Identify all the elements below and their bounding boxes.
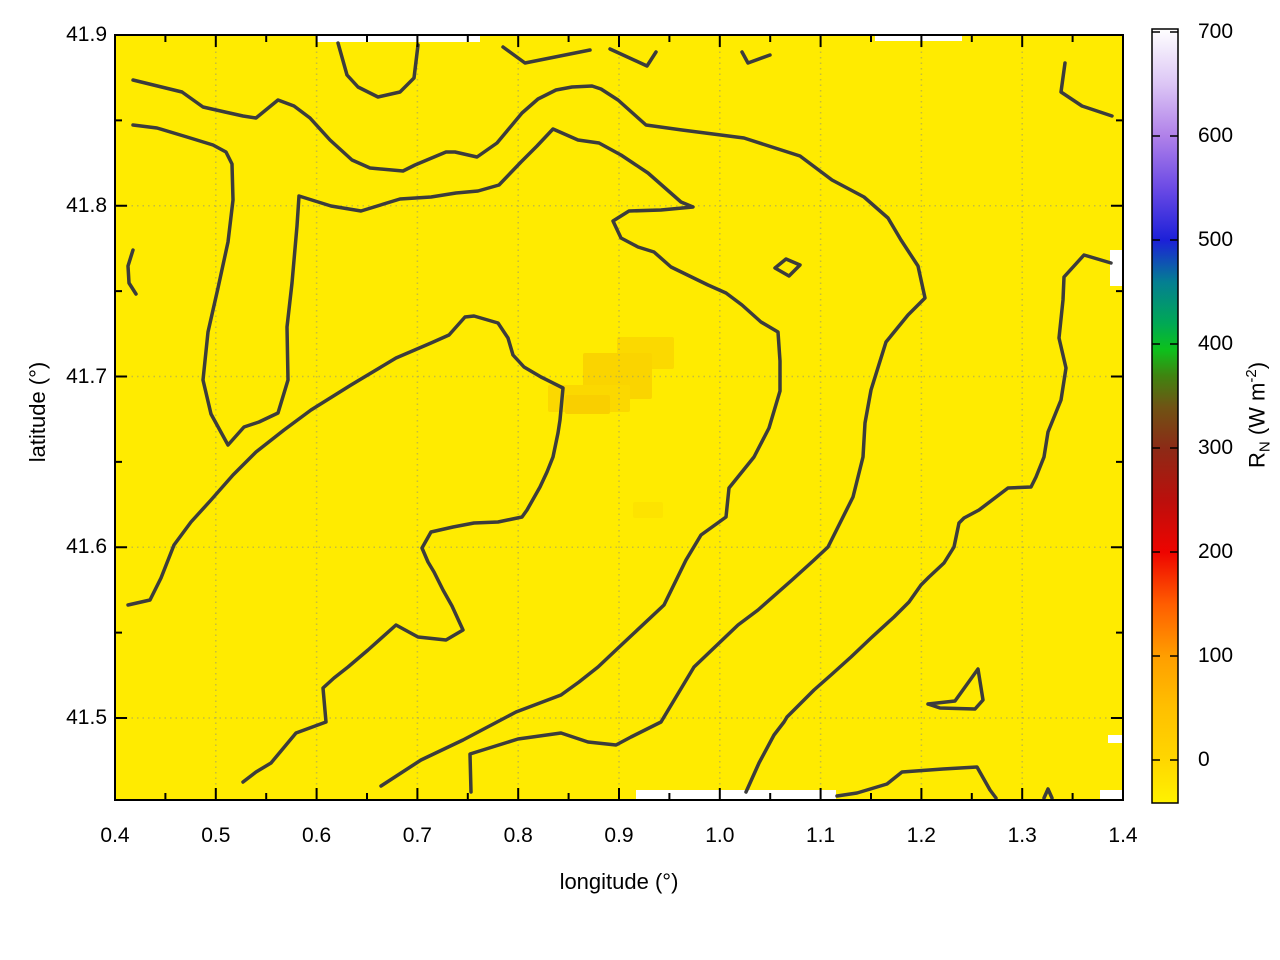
x-axis-title: longitude (°)	[559, 869, 679, 894]
x-tick-label: 1.0	[705, 824, 735, 847]
x-tick-label: 0.9	[604, 824, 634, 847]
colorbar-border	[1151, 28, 1179, 804]
x-tick-label: 1.1	[805, 824, 836, 847]
heatmap-data-gap	[875, 36, 962, 41]
contour-line	[1042, 787, 1054, 800]
x-tick-label: 0.6	[301, 824, 332, 847]
x-tick-label: 1.3	[1007, 824, 1037, 847]
contour-line	[126, 248, 138, 296]
heatmap-warm-patch	[565, 395, 610, 414]
colorbar-tick-label: 400	[1198, 332, 1234, 355]
contour-line	[501, 45, 592, 65]
colorbar-title-sup: -2	[1243, 369, 1260, 383]
y-tick-label: 41.6	[66, 535, 107, 559]
heatmap-data-gap	[636, 790, 836, 799]
contour-line	[773, 257, 802, 278]
colorbar-tick-label: 500	[1198, 228, 1234, 251]
y-tick-label: 41.7	[66, 364, 107, 388]
colorbar-tick-label: 300	[1198, 436, 1234, 459]
contour-line	[926, 667, 985, 711]
contour-line	[835, 765, 998, 800]
colorbar-tick-label: 100	[1198, 644, 1234, 667]
y-tick-label: 41.5	[66, 706, 107, 729]
colorbar-title-end: )	[1244, 361, 1270, 370]
contour-line	[740, 50, 772, 65]
x-tick-label: 0.4	[100, 824, 130, 847]
colorbar-title-mid: (W m	[1244, 382, 1270, 442]
contour-line	[131, 78, 927, 794]
contour-line	[336, 41, 420, 99]
contour-line	[1059, 61, 1114, 118]
contour-line	[131, 123, 782, 788]
colorbar-title-main: R	[1244, 452, 1270, 469]
colorbar-title: RN (W m-2)	[1238, 285, 1274, 545]
colorbar-tick-label: 200	[1198, 540, 1234, 563]
contour-line	[608, 47, 658, 68]
heatmap-warm-patch	[633, 502, 663, 518]
heatmap-data-gap	[1108, 735, 1122, 743]
contour-line	[126, 314, 565, 784]
y-tick-label: 41.8	[66, 193, 107, 217]
colorbar-tick-label: 600	[1198, 124, 1234, 147]
heatmap-data-gap	[1100, 790, 1122, 799]
x-tick-label: 1.4	[1108, 824, 1138, 847]
colorbar-tick-label: 0	[1198, 748, 1210, 771]
colorbar-gradient	[1152, 29, 1178, 803]
x-tick-label: 1.2	[906, 824, 936, 847]
y-tick-label: 41.9	[66, 23, 107, 46]
heatmap-data-gap	[1110, 250, 1122, 286]
x-tick-label: 0.8	[503, 824, 533, 847]
contour-line	[744, 253, 1113, 794]
heatmap-data-gap	[317, 36, 480, 42]
colorbar-tick-label: 700	[1198, 20, 1234, 43]
colorbar-title-sub: N	[1256, 441, 1274, 453]
x-tick-label: 0.7	[402, 824, 432, 847]
x-tick-label: 0.5	[201, 824, 231, 847]
y-axis-title: latitude (°)	[25, 361, 50, 463]
